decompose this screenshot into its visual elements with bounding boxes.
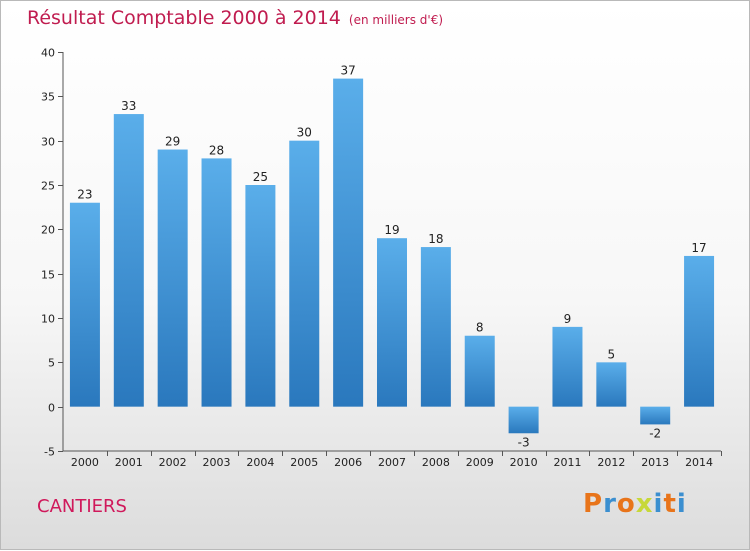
bar-2014	[684, 255, 715, 407]
logo-letter: x	[635, 489, 654, 519]
bar-2006	[333, 78, 364, 407]
x-tick-label: 2004	[246, 456, 274, 469]
y-tick-label: 35	[41, 91, 55, 104]
chart-title-main: Résultat Comptable 2000 à 2014	[27, 7, 341, 29]
y-tick-label: 25	[41, 180, 55, 193]
x-tick-label: 2011	[553, 456, 581, 469]
value-label-2012: 5	[608, 347, 616, 361]
bar-2008	[420, 247, 451, 407]
bar-2010	[508, 406, 539, 434]
logo-letter: o	[616, 489, 636, 519]
value-labels: 23 33 29 28 25 30 37 19 18 8 -3 9 5 -2 17	[77, 64, 706, 450]
y-tick-label: 5	[48, 357, 55, 370]
y-tick-label: 40	[41, 47, 55, 60]
x-tick-label: 2002	[159, 456, 187, 469]
bar-2011	[552, 326, 583, 407]
value-label-2009: 8	[476, 321, 484, 335]
value-label-2004: 25	[253, 170, 268, 184]
x-tick-label: 2013	[641, 456, 669, 469]
x-tick-label: 2001	[115, 456, 143, 469]
value-label-2014: 17	[691, 241, 706, 255]
x-tick-label: 2003	[203, 456, 231, 469]
x-tick-label: 2007	[378, 456, 406, 469]
x-tick-label: 2000	[71, 456, 99, 469]
bar-2012	[596, 362, 627, 407]
value-label-2008: 18	[428, 232, 443, 246]
logo-letter: i	[653, 489, 664, 519]
bars	[69, 78, 715, 434]
y-tick-label: 20	[41, 224, 55, 237]
x-tick-label: 2005	[290, 456, 318, 469]
y-tick-label: 10	[41, 313, 55, 326]
x-tick-label: 2014	[685, 456, 713, 469]
value-label-2011: 9	[564, 312, 572, 326]
bar-2013	[640, 406, 671, 425]
bar-2009	[464, 335, 495, 407]
axes: -5 0 5 10 15 20 25 30 35 40 2000 2001 2002 2003 2004 20…	[41, 47, 722, 469]
x-tick-label: 2009	[466, 456, 494, 469]
bar-2002	[157, 149, 188, 407]
chart-title: Résultat Comptable 2000 à 2014 (en millie…	[27, 7, 443, 29]
bar-2001	[113, 114, 144, 407]
x-tick-label: 2006	[334, 456, 362, 469]
y-tick-label: 0	[48, 402, 55, 415]
proxiti-logo[interactable]: Proxiti	[583, 489, 687, 519]
bar-2000	[69, 202, 100, 407]
chart-title-unit: (en milliers d'€)	[348, 13, 444, 27]
x-tick-label: 2008	[422, 456, 450, 469]
commune-name: CANTIERS	[37, 496, 127, 517]
bar-2007	[377, 238, 407, 407]
logo-letter: t	[663, 489, 677, 519]
value-label-2005: 30	[297, 126, 312, 140]
value-label-2003: 28	[209, 143, 224, 157]
value-label-2010: -3	[518, 435, 530, 449]
value-label-2006: 37	[340, 64, 355, 78]
logo-letter: P	[583, 489, 604, 519]
y-tick-label: 15	[41, 269, 55, 282]
value-label-2000: 23	[77, 188, 92, 202]
logo-letter: i	[676, 489, 687, 519]
bar-2003	[201, 158, 232, 407]
value-label-2002: 29	[165, 135, 180, 149]
x-tick-label: 2012	[597, 456, 625, 469]
logo-letter: r	[603, 489, 617, 519]
value-label-2013: -2	[649, 426, 661, 440]
x-tick-label: 2010	[510, 456, 538, 469]
value-label-2007: 19	[384, 223, 399, 237]
bar-2005	[289, 140, 320, 407]
y-tick-label: -5	[44, 446, 55, 459]
bar-2004	[245, 185, 276, 407]
value-label-2001: 33	[121, 99, 136, 113]
y-tick-label: 30	[41, 136, 55, 149]
